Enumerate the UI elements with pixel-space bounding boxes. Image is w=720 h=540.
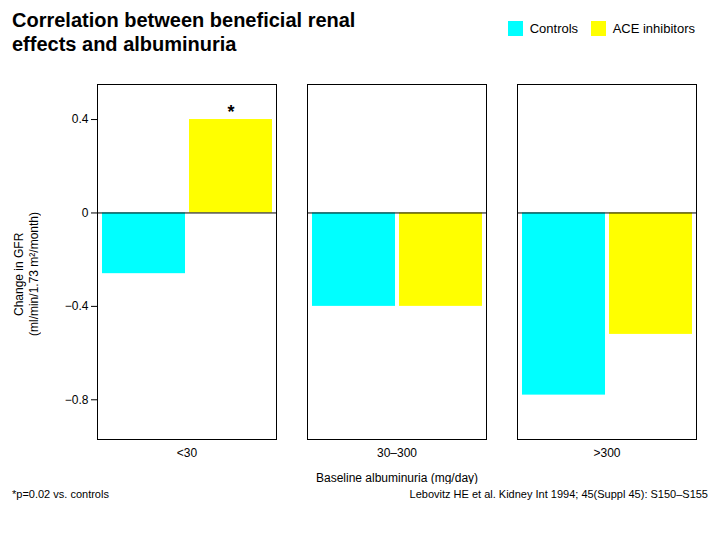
svg-text:<30: <30 bbox=[177, 446, 198, 460]
svg-text:−0.8: −0.8 bbox=[65, 393, 89, 407]
html-text:Controls: Controls bbox=[529, 21, 579, 36]
svg-text:0.4: 0.4 bbox=[72, 112, 89, 126]
svg-text:>300: >300 bbox=[593, 446, 620, 460]
html-text:ACE inhibitors: ACE inhibitors bbox=[612, 21, 695, 36]
svg-text:0: 0 bbox=[82, 206, 89, 220]
svg-text:*: * bbox=[227, 102, 234, 122]
svg-text:Baseline albuminuria (mg/day): Baseline albuminuria (mg/day) bbox=[316, 471, 478, 485]
html-text:Change in GFR (ml/min/1.73 m²/: Change in GFR (ml/min/1.73 m²/month) bbox=[12, 212, 41, 336]
html-text:*p=0.02 vs. controls: *p=0.02 vs. controls bbox=[12, 488, 109, 500]
html-text:Correlation between beneficial: Correlation between beneficial renal eff… bbox=[12, 9, 356, 55]
svg-text:30–300: 30–300 bbox=[377, 446, 417, 460]
svg-text:−0.4: −0.4 bbox=[65, 299, 89, 313]
html-text:Lebovitz HE et al. Kidney Int: Lebovitz HE et al. Kidney Int 1994; 45(S… bbox=[409, 488, 708, 500]
